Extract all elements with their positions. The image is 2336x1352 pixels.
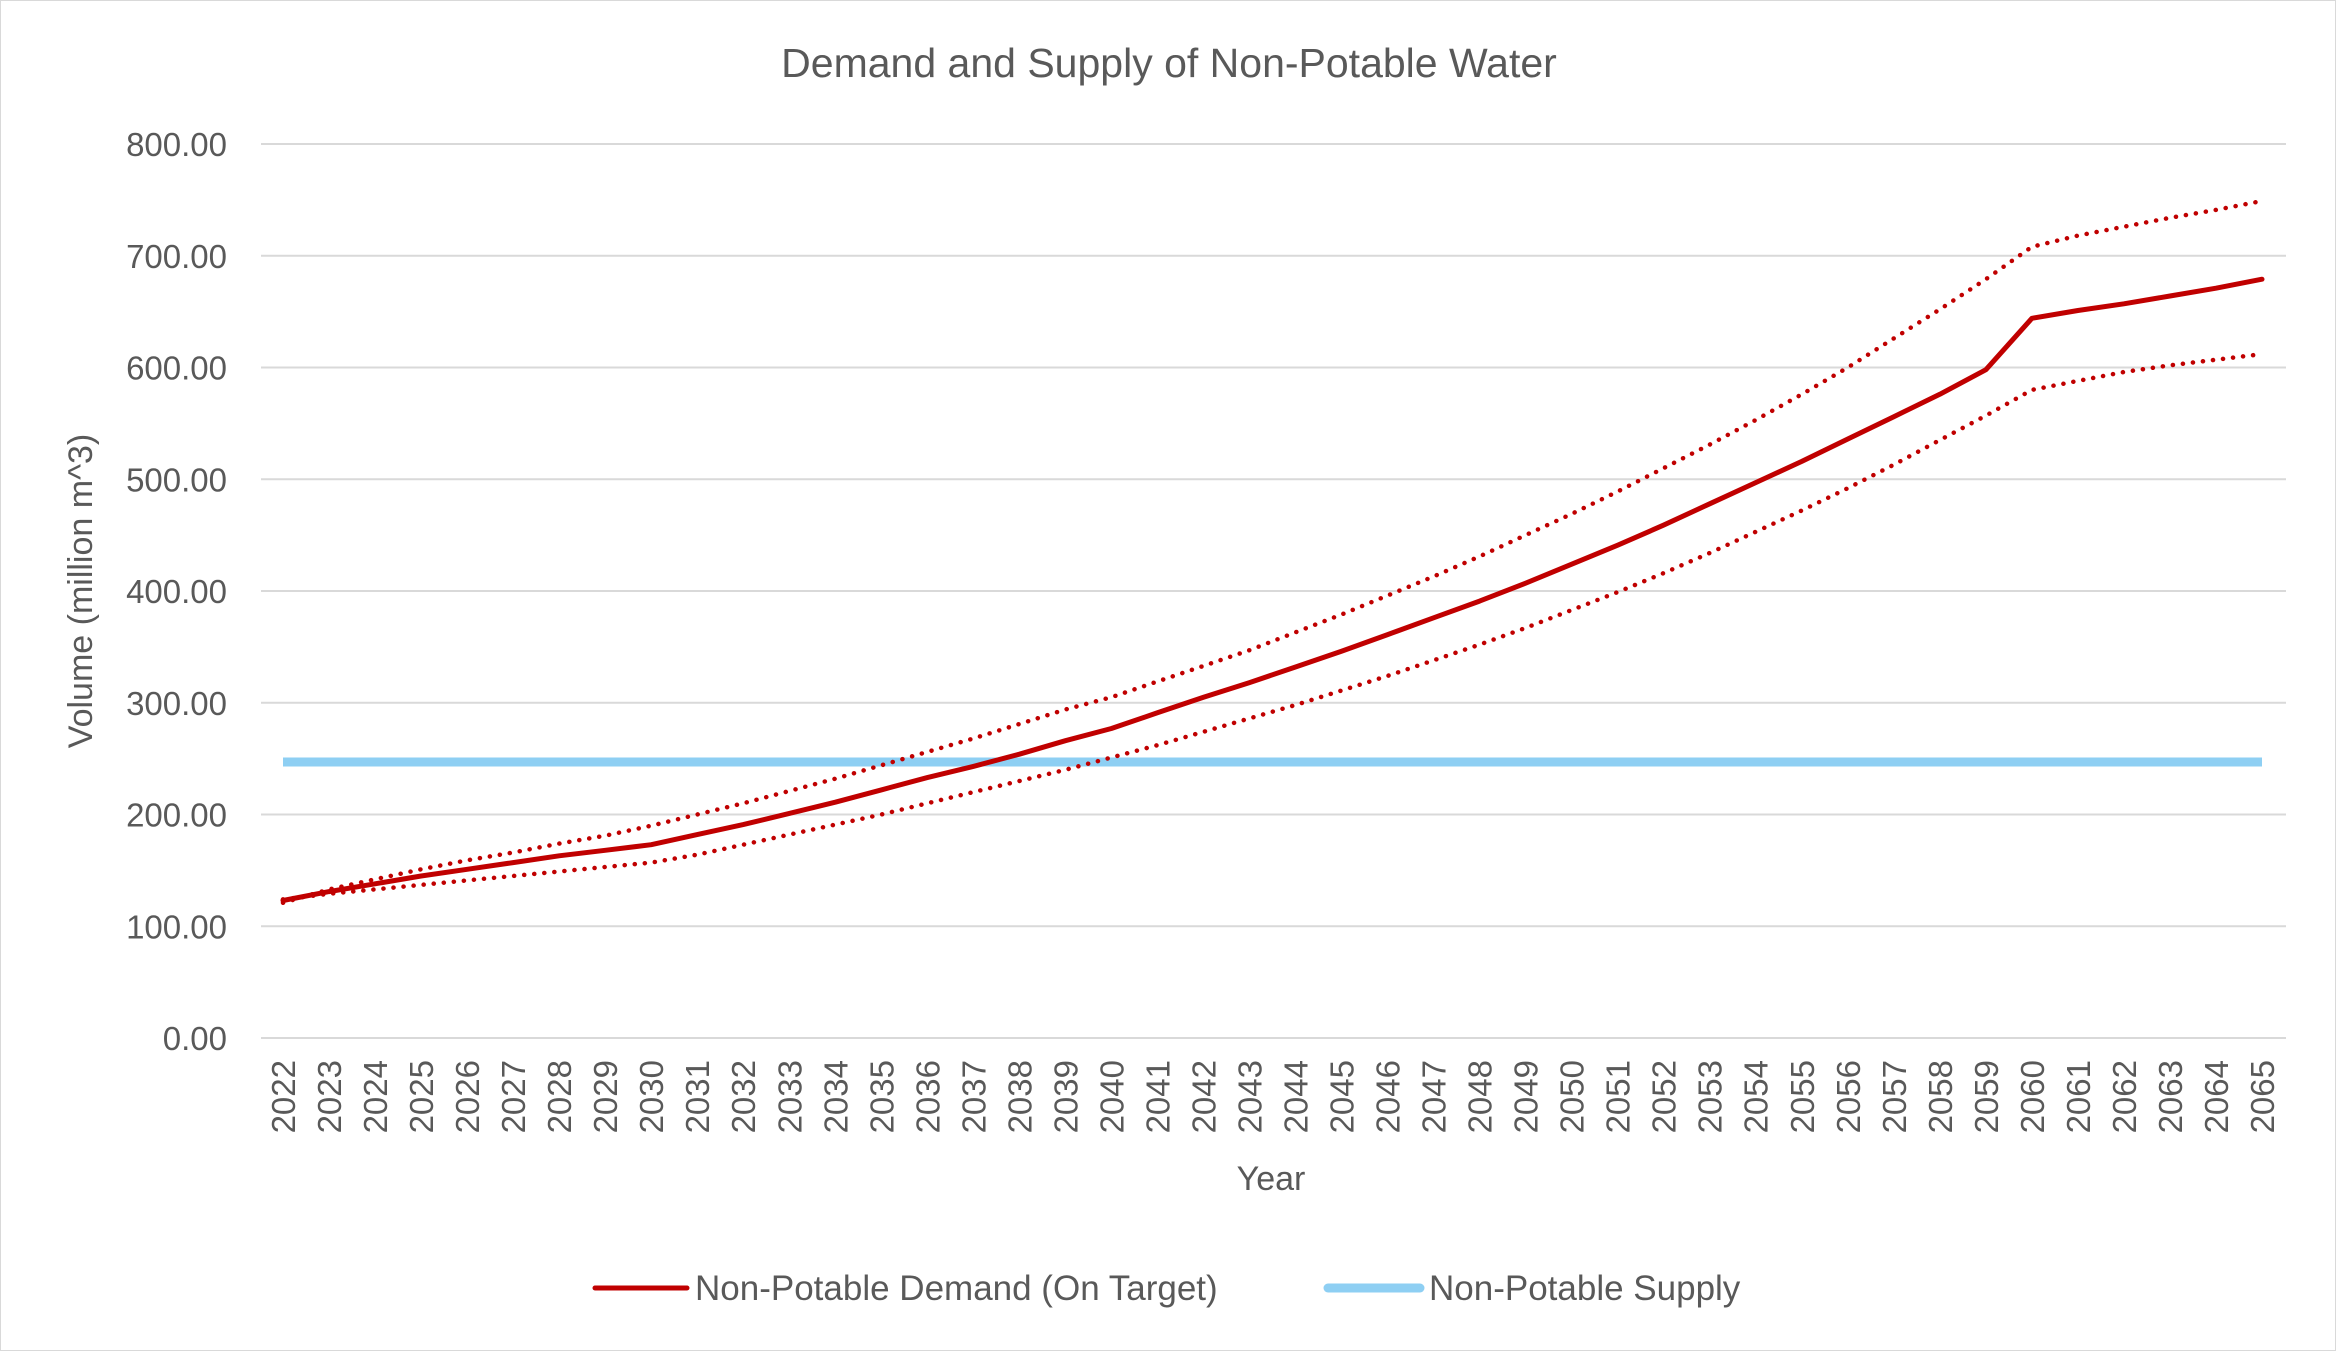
y-tick-label: 0.00 [163,1020,227,1057]
legend-label-3: Non-Potable Supply [1429,1269,1741,1308]
legend-label-0: Non-Potable Demand (On Target) [695,1269,1218,1308]
x-tick-label: 2022 [265,1060,302,1133]
x-tick-label: 2029 [587,1060,624,1133]
x-tick-label: 2045 [1324,1060,1361,1133]
x-tick-label: 2027 [495,1060,532,1133]
y-axis-title: Volume (million m^3) [62,434,100,748]
x-tick-label: 2061 [2060,1060,2097,1133]
chart-title: Demand and Supply of Non-Potable Water [781,40,1557,86]
x-tick-label: 2048 [1462,1060,1499,1133]
series-line-1 [280,198,2265,906]
x-tick-label: 2059 [1968,1060,2005,1133]
x-tick-label: 2025 [403,1060,440,1133]
x-tick-label: 2044 [1278,1060,1315,1133]
x-tick-label: 2055 [1784,1060,1821,1133]
x-tick-label: 2036 [909,1060,946,1133]
x-tick-label: 2031 [679,1060,716,1133]
x-tick-label: 2058 [1922,1060,1959,1133]
x-tick-label: 2024 [357,1060,394,1133]
series-line-0 [280,276,2265,903]
y-axis-ticks: 0.00 100.00 200.00 300.00 400.00 500.00 600.00… [126,126,227,1057]
x-tick-label: 2064 [2198,1060,2235,1133]
x-tick-label: 2035 [863,1060,900,1133]
x-tick-label: 2049 [1508,1060,1545,1133]
legend: Non-Potable Demand (On Target) Non-Potabl… [592,1269,1741,1308]
y-tick-label: 400.00 [126,573,227,610]
y-tick-label: 700.00 [126,238,227,275]
x-tick-label: 2037 [955,1060,992,1133]
x-tick-label: 2060 [2014,1060,2051,1133]
x-tick-label: 2051 [1600,1060,1637,1133]
x-tick-label: 2033 [771,1060,808,1133]
x-tick-label: 2047 [1416,1060,1453,1133]
x-axis-title: Year [1237,1160,1306,1198]
series-line-2 [280,351,2265,902]
x-tick-label: 2026 [449,1060,486,1133]
y-tick-label: 300.00 [126,685,227,722]
x-tick-label: 2034 [817,1060,854,1133]
y-tick-label: 600.00 [126,350,227,387]
x-tick-label: 2042 [1185,1060,1222,1133]
x-tick-label: 2056 [1830,1060,1867,1133]
x-tick-label: 2062 [2106,1060,2143,1133]
x-tick-label: 2028 [541,1060,578,1133]
x-tick-label: 2053 [1692,1060,1729,1133]
x-tick-label: 2038 [1001,1060,1038,1133]
x-tick-label: 2052 [1646,1060,1683,1133]
y-tick-label: 500.00 [126,461,227,498]
x-tick-label: 2057 [1876,1060,1913,1133]
x-tick-label: 2039 [1047,1060,1084,1133]
x-tick-label: 2050 [1554,1060,1591,1133]
x-tick-label: 2065 [2244,1060,2281,1133]
y-tick-label: 200.00 [126,797,227,834]
x-tick-label: 2040 [1093,1060,1130,1133]
y-tick-label: 100.00 [126,908,227,945]
x-tick-label: 2046 [1370,1060,1407,1133]
x-tick-label: 2063 [2152,1060,2189,1133]
x-tick-label: 2030 [633,1060,670,1133]
x-tick-label: 2023 [311,1060,348,1133]
x-axis-ticks: 2022 2023 2024 2025 2026 2027 2028 2029 2030 2031… [265,1060,2281,1133]
series-lines [280,198,2265,906]
x-tick-label: 2054 [1738,1060,1775,1133]
x-tick-label: 2041 [1139,1060,1176,1133]
x-tick-label: 2032 [725,1060,762,1133]
x-tick-label: 2043 [1231,1060,1268,1133]
y-tick-label: 800.00 [126,126,227,163]
gridlines [261,143,2286,1039]
